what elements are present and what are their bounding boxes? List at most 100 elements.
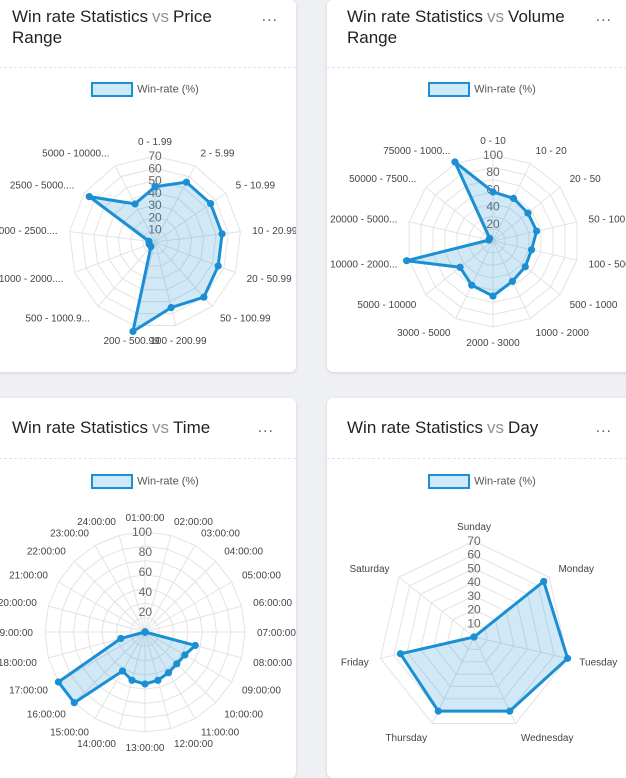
grid-ring: [105, 192, 205, 291]
more-options-button[interactable]: ...: [257, 419, 274, 436]
data-point: [434, 707, 442, 715]
grid-spoke: [144, 631, 232, 683]
axis-category-label: 5000 - 10000...: [42, 149, 109, 160]
data-point: [540, 577, 548, 586]
axis-category-label: Sunday: [457, 522, 491, 533]
axis-category-label: 24:00:00: [77, 517, 116, 528]
axis-tick-label: 40: [486, 200, 500, 214]
axis-category-label: 15:00:00: [50, 728, 89, 739]
data-point: [214, 262, 222, 270]
axis-category-label: 2500 - 5000....: [10, 181, 75, 192]
axis-category-label: 50 - 100.99: [220, 314, 271, 325]
axis-category-label: 01:00:00: [126, 513, 165, 524]
axis-category-label: 13:00:00: [126, 743, 165, 754]
card-title-vs: vs: [487, 7, 505, 26]
grid-ring: [69, 155, 241, 327]
axis-tick-label: 100: [132, 525, 152, 539]
axis-category-label: Wednesday: [521, 733, 574, 744]
axis-category-label: Tuesday: [579, 658, 617, 669]
axis-tick-label: 100: [483, 148, 503, 162]
axis-tick-label: 10: [148, 223, 162, 237]
axis-category-label: 100 - 500: [589, 259, 626, 270]
axis-tick-label: 80: [139, 545, 153, 559]
axis-category-label: 50 - 100: [589, 215, 626, 226]
legend[interactable]: Win-rate (%): [327, 82, 626, 97]
axis-tick-label: 60: [148, 161, 162, 175]
legend[interactable]: Win-rate (%): [327, 474, 626, 489]
axis-category-label: 75000 - 1000...: [383, 146, 450, 157]
grid-ring: [142, 229, 168, 255]
axis-category-label: 19:00:00: [0, 628, 33, 639]
data-point: [489, 292, 497, 300]
card-day: Win rate Statistics vs Day ... Win-rate (%…: [327, 398, 626, 778]
grid-spoke: [73, 560, 146, 633]
card-title: Win rate Statistics vs Volume Range: [347, 6, 565, 48]
axis-category-label: 5 - 10.99: [236, 181, 276, 192]
data-point: [131, 200, 139, 208]
grid-spoke: [118, 535, 146, 633]
axis-category-label: 21:00:00: [9, 571, 48, 582]
axis-category-label: Saturday: [350, 564, 390, 575]
grid-ring: [93, 180, 217, 303]
axis-tick-label: 50: [467, 561, 481, 575]
grid-spoke: [97, 241, 156, 307]
grid-spoke: [154, 241, 236, 273]
axis-category-label: 05:00:00: [242, 571, 281, 582]
axis-category-label: 10 - 20: [536, 146, 568, 157]
card-title-vs: vs: [152, 7, 170, 26]
grid-ring: [379, 540, 569, 724]
axis-category-label: 0 - 10: [480, 136, 506, 147]
legend[interactable]: Win-rate (%): [0, 82, 296, 97]
axis-category-label: Friday: [341, 658, 369, 669]
axis-category-label: 2000 - 2500....: [0, 226, 58, 237]
data-point: [207, 200, 215, 208]
grid-ring: [406, 567, 542, 700]
card-volume-range: Win rate Statistics vs Volume Range ... Wi…: [327, 0, 626, 372]
data-point: [456, 263, 464, 271]
data-point: [85, 193, 93, 201]
grid-spoke: [425, 186, 494, 242]
radar-chart: Sunday Monday Tuesday Wednesday Thursday Frid…: [341, 522, 617, 744]
card-price-range: Win rate Statistics vs Price Range ... Win…: [0, 0, 296, 372]
data-point: [151, 183, 159, 191]
data-point: [218, 230, 226, 238]
more-options-button[interactable]: ...: [261, 8, 278, 25]
axis-tick-label: 40: [139, 585, 153, 599]
data-point: [154, 676, 162, 684]
grid-ring: [446, 609, 502, 663]
axis-category-label: 08:00:00: [253, 658, 292, 669]
data-point: [396, 650, 405, 658]
axis-category-label: 2 - 5.99: [201, 149, 235, 160]
card-title-main: Win rate Statistics: [347, 418, 484, 437]
card-title-vs: vs: [152, 418, 170, 437]
axis-tick-label: 50: [148, 174, 162, 188]
axis-category-label: 17:00:00: [9, 686, 48, 697]
data-point: [164, 669, 173, 677]
axis-category-label: 500 - 1000.9...: [26, 314, 91, 325]
grid-spoke: [144, 545, 196, 633]
axis-category-label: 200 - 500.99: [103, 336, 160, 347]
legend-label: Win-rate (%): [137, 83, 199, 96]
legend[interactable]: Win-rate (%): [0, 474, 296, 489]
card-title-line2: Range: [12, 28, 63, 47]
card-title-main: Win rate Statistics: [12, 7, 149, 26]
data-point: [173, 660, 181, 668]
axis-category-label: 1000 - 2000....: [0, 274, 63, 285]
axis-category-label: 2000 - 3000: [466, 338, 520, 349]
axis-category-label: 23:00:00: [50, 528, 89, 539]
grid-spoke: [473, 636, 568, 659]
data-point: [509, 194, 518, 202]
axis-category-label: 12:00:00: [174, 739, 213, 750]
more-options-button[interactable]: ...: [595, 8, 612, 25]
grid-spoke: [73, 631, 146, 704]
more-options-button[interactable]: ...: [595, 419, 612, 436]
data-point: [527, 246, 536, 254]
axis-category-label: 1000 - 2000: [536, 328, 590, 339]
divider: [0, 67, 296, 68]
axis-tick-label: 40: [467, 575, 481, 589]
axis-category-label: Thursday: [385, 733, 427, 744]
axis-category-label: 07:00:00: [257, 628, 296, 639]
card-title-line2: Range: [347, 28, 398, 47]
grid-ring: [419, 581, 529, 687]
data-point: [129, 327, 137, 336]
